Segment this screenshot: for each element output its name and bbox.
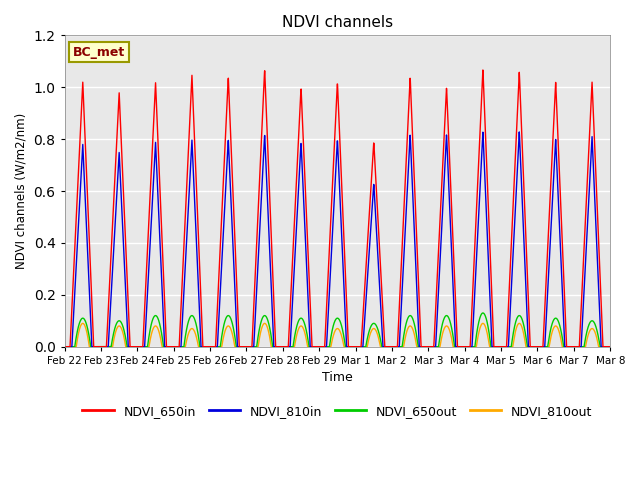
Text: BC_met: BC_met [73, 46, 125, 59]
Legend: NDVI_650in, NDVI_810in, NDVI_650out, NDVI_810out: NDVI_650in, NDVI_810in, NDVI_650out, NDV… [77, 400, 597, 423]
X-axis label: Time: Time [322, 372, 353, 384]
Y-axis label: NDVI channels (W/m2/nm): NDVI channels (W/m2/nm) [15, 113, 28, 269]
Title: NDVI channels: NDVI channels [282, 15, 393, 30]
